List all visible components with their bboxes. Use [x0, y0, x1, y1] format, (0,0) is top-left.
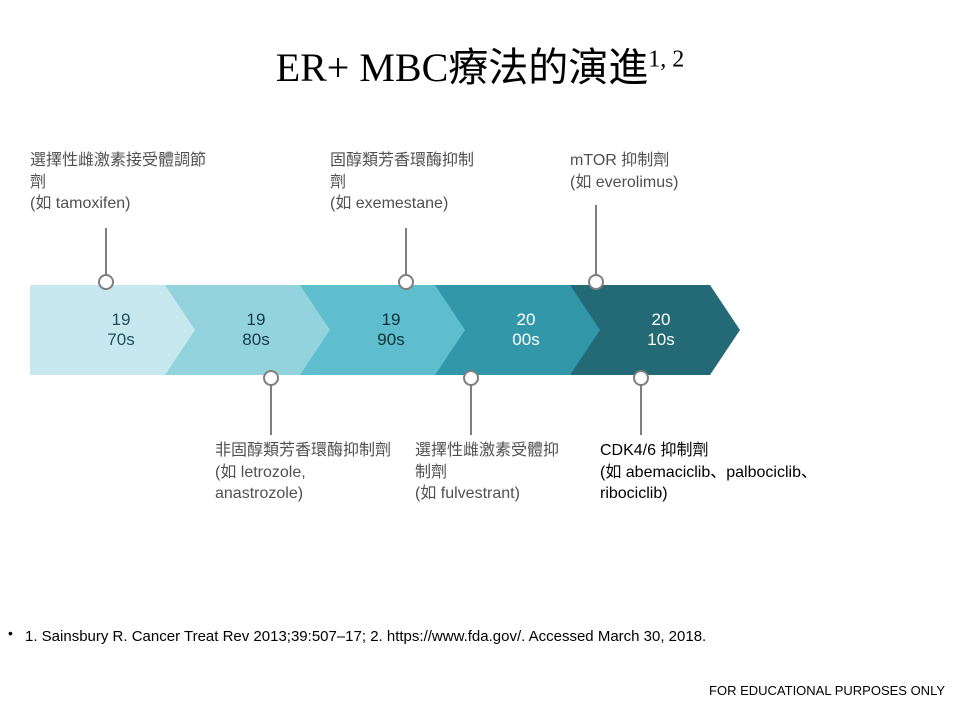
- connector-dot: [263, 370, 279, 386]
- connector-line: [270, 378, 272, 435]
- chevron-label: 2010s: [570, 285, 740, 375]
- connector-line: [640, 378, 642, 435]
- references: 1. Sainsbury R. Cancer Treat Rev 2013;39…: [25, 628, 706, 645]
- timeline-chevrons: 1970s1980s1990s2000s2010s: [30, 285, 780, 375]
- annotation-text: mTOR 抑制劑(如 everolimus): [570, 150, 678, 193]
- title-sup: 1, 2: [648, 47, 684, 73]
- connector-dot: [98, 274, 114, 290]
- annotation-text: 選擇性雌激素接受體調節劑(如 tamoxifen): [30, 150, 206, 215]
- title-main: ER+ MBC療法的演進: [276, 45, 649, 90]
- footer-disclaimer: FOR EDUCATIONAL PURPOSES ONLY: [709, 683, 945, 698]
- annotation-text: 非固醇類芳香環酶抑制劑(如 letrozole,anastrozole): [215, 440, 391, 505]
- connector-line: [470, 378, 472, 435]
- annotation-text: 選擇性雌激素受體抑制劑(如 fulvestrant): [415, 440, 559, 505]
- slide-title: ER+ MBC療法的演進1, 2: [0, 35, 960, 93]
- connector-dot: [588, 274, 604, 290]
- chevron-2010s: 2010s: [570, 285, 740, 375]
- connector-line: [595, 205, 597, 282]
- ref-bullet: •: [8, 625, 13, 641]
- annotation-text: CDK4/6 抑制劑(如 abemaciclib、palbociclib、rib…: [600, 440, 817, 505]
- connector-dot: [398, 274, 414, 290]
- annotation-text: 固醇類芳香環酶抑制劑(如 exemestane): [330, 150, 474, 215]
- connector-dot: [633, 370, 649, 386]
- connector-dot: [463, 370, 479, 386]
